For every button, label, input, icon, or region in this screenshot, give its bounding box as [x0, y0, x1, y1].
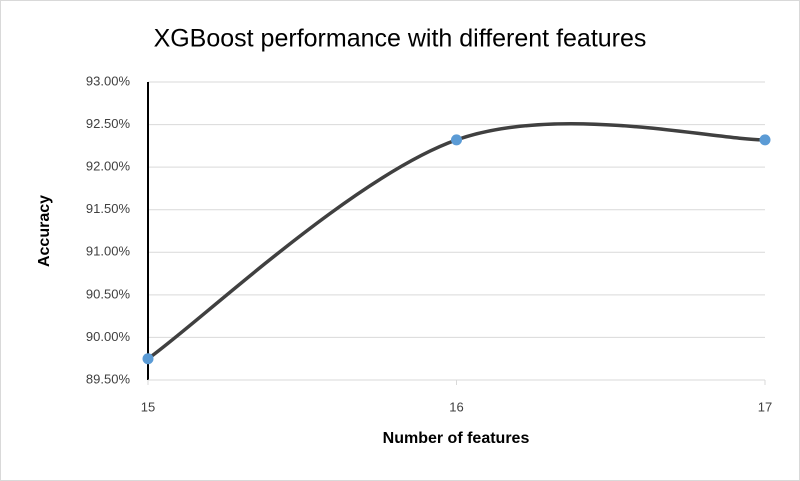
x-tick-label: 17 [758, 399, 772, 414]
x-tick-label: 16 [449, 399, 463, 414]
y-tick-label: 91.50% [86, 201, 131, 216]
chart-title: XGBoost performance with different featu… [154, 25, 647, 53]
y-tick-label: 92.00% [86, 159, 131, 174]
x-axis-label: Number of features [383, 430, 530, 447]
marker [451, 134, 462, 146]
y-tick-label: 90.00% [86, 329, 131, 344]
x-tick-label: 15 [141, 399, 155, 414]
y-tick-label: 90.50% [86, 286, 131, 301]
marker [759, 134, 771, 146]
y-tick-label: 92.50% [86, 116, 131, 131]
y-axis-label: Accuracy [36, 195, 53, 267]
y-tick-label: 91.00% [86, 244, 131, 259]
marker [142, 353, 154, 365]
y-tick-label: 93.00% [86, 73, 131, 88]
y-tick-label: 89.50% [86, 371, 131, 386]
